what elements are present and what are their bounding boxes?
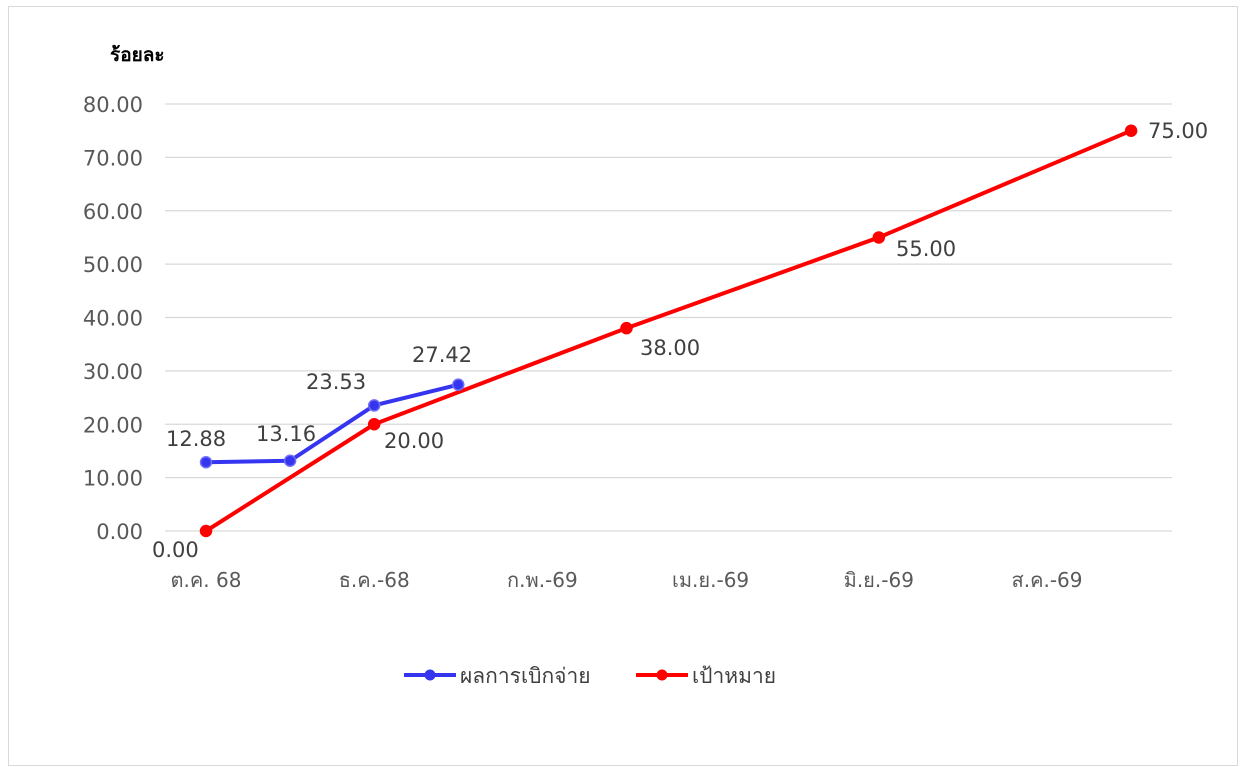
series-line <box>204 382 461 465</box>
legend-item: เป้าหมาย <box>636 664 776 688</box>
data-label: 75.00 <box>1148 119 1208 143</box>
data-label: 20.00 <box>384 429 444 453</box>
x-tick-label: ธ.ค.-68 <box>339 568 410 592</box>
data-label: 38.00 <box>640 336 700 360</box>
x-axis-ticks: ต.ค. 68 ธ.ค.-68 ก.พ.-69 เม.ย.-69 มิ.ย.-69 ส.ค… <box>171 568 1083 592</box>
x-tick-label: มิ.ย.-69 <box>844 568 914 592</box>
y-tick-label: 40.00 <box>83 307 143 331</box>
data-labels: 0.00 20.00 38.00 55.00 75.00 12.88 13.16 23.53 2… <box>152 119 1208 562</box>
x-tick-label: ต.ค. 68 <box>171 568 242 592</box>
y-tick-label: 0.00 <box>96 520 143 544</box>
data-label: 13.16 <box>256 422 316 446</box>
legend: ผลการเบิกจ่าย เป้าหมาย <box>404 664 776 688</box>
legend-label: เป้าหมาย <box>692 664 776 688</box>
data-label: 12.88 <box>166 427 226 451</box>
data-label: 23.53 <box>306 370 366 394</box>
data-point <box>452 378 465 391</box>
data-point <box>199 456 213 469</box>
y-axis-ticks: 0.00 10.00 20.00 30.00 40.00 50.00 60.00 70.00 8… <box>83 93 143 544</box>
y-tick-label: 50.00 <box>83 253 143 277</box>
data-point <box>367 399 381 412</box>
y-tick-label: 60.00 <box>83 200 143 224</box>
data-point <box>620 321 633 335</box>
data-label: 0.00 <box>152 538 199 562</box>
data-point <box>872 231 886 244</box>
legend-item: ผลการเบิกจ่าย <box>404 664 591 688</box>
data-point <box>367 418 381 431</box>
series-line <box>204 128 1134 533</box>
y-tick-label: 70.00 <box>83 146 143 170</box>
legend-swatch-marker <box>424 669 436 681</box>
legend-label: ผลการเบิกจ่าย <box>460 664 591 688</box>
data-label: 55.00 <box>896 237 956 261</box>
x-tick-label: ส.ค.-69 <box>1012 568 1083 592</box>
y-tick-label: 10.00 <box>83 467 143 491</box>
data-point <box>199 524 213 538</box>
y-axis-title: ร้อยละ <box>110 44 165 66</box>
data-label: 27.42 <box>412 343 472 367</box>
data-point <box>283 454 297 468</box>
x-tick-label: เม.ย.-69 <box>672 568 749 592</box>
chart-frame <box>8 6 1238 766</box>
series-lines <box>199 124 1138 538</box>
y-tick-label: 20.00 <box>83 413 143 437</box>
gridlines <box>165 103 1172 532</box>
x-tick-label: ก.พ.-69 <box>507 568 578 592</box>
legend-swatch-marker <box>656 669 668 681</box>
y-tick-label: 30.00 <box>83 360 143 384</box>
data-point <box>1124 124 1138 137</box>
y-tick-label: 80.00 <box>83 93 143 117</box>
